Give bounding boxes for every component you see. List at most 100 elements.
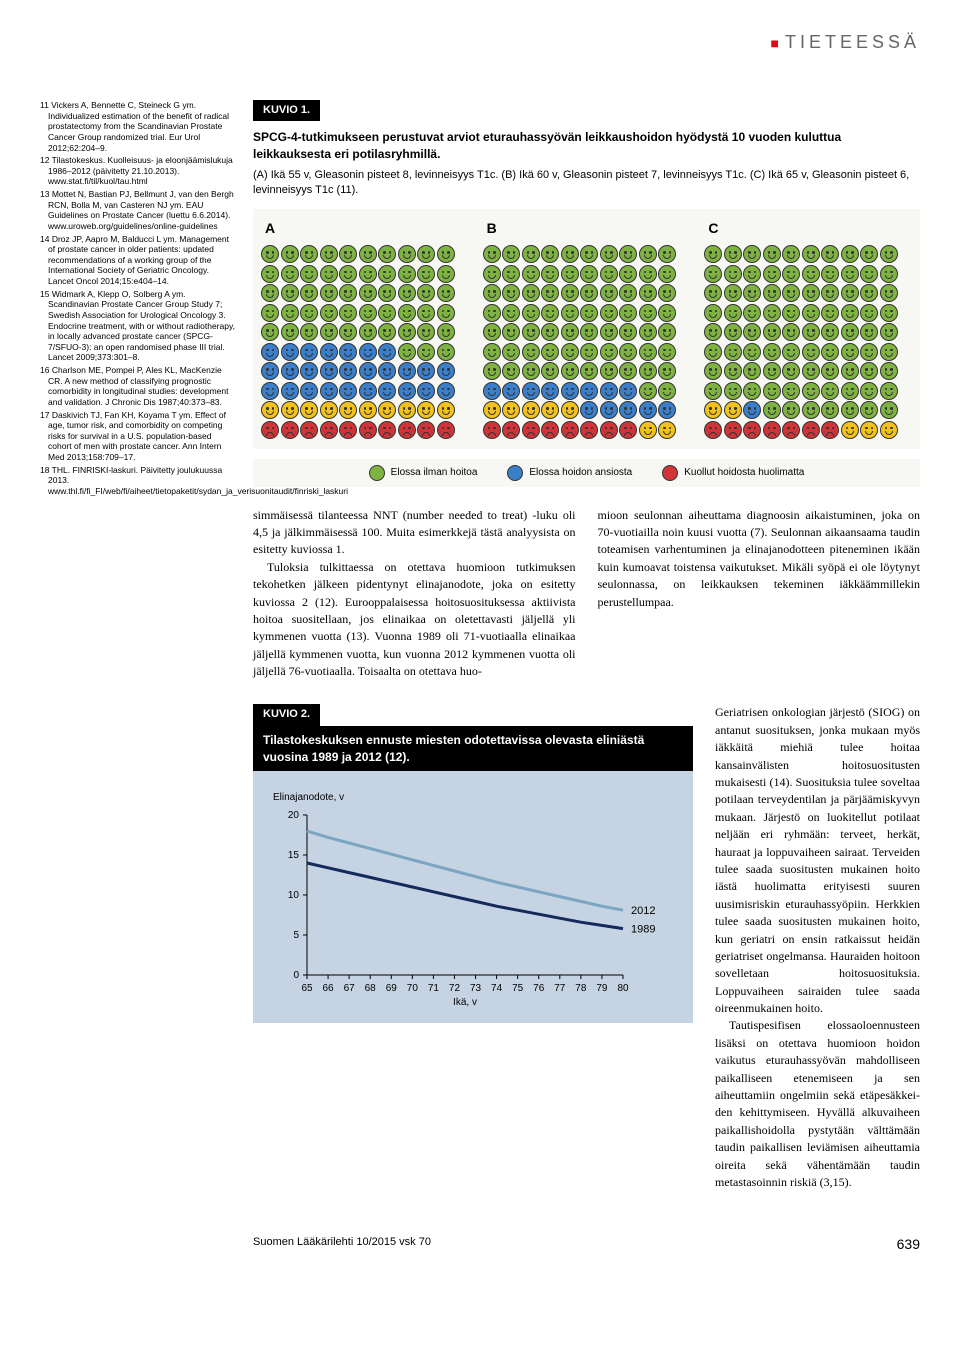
face-icon (880, 382, 898, 400)
face-icon (300, 362, 318, 380)
face-icon (300, 343, 318, 361)
face-icon (261, 421, 279, 439)
face-icon (860, 245, 878, 263)
face-icon (320, 382, 338, 400)
face-icon (639, 265, 657, 283)
face-row (483, 343, 691, 361)
face-icon (502, 323, 520, 341)
face-icon (880, 401, 898, 419)
face-icon (339, 382, 357, 400)
face-icon (743, 265, 761, 283)
face-icon (619, 284, 637, 302)
face-icon (802, 343, 820, 361)
face-icon (417, 245, 435, 263)
face-icon (658, 362, 676, 380)
face-icon (658, 284, 676, 302)
face-icon (782, 284, 800, 302)
face-icon (802, 362, 820, 380)
face-icon (483, 343, 501, 361)
xtick-label: 72 (449, 983, 461, 994)
series-label: 2012 (631, 906, 655, 918)
face-icon (261, 343, 279, 361)
series-label: 1989 (631, 924, 655, 936)
face-icon (600, 362, 618, 380)
face-icon (417, 323, 435, 341)
face-icon (359, 284, 377, 302)
face-icon (704, 304, 722, 322)
face-icon (860, 323, 878, 341)
face-icon (860, 265, 878, 283)
face-icon (658, 245, 676, 263)
panel-label: C (704, 219, 912, 239)
face-icon (300, 401, 318, 419)
xtick-label: 65 (301, 983, 313, 994)
face-icon (541, 421, 559, 439)
face-icon (398, 323, 416, 341)
face-icon (483, 382, 501, 400)
face-icon (281, 362, 299, 380)
face-icon (639, 421, 657, 439)
face-icon (619, 265, 637, 283)
kuvio1-legend: Elossa ilman hoitoaElossa hoidon ansiost… (253, 459, 920, 487)
kuvio1-caption: (A) Ikä 55 v, Gleasonin pisteet 8, levin… (253, 168, 920, 198)
face-icon (502, 362, 520, 380)
legend-item: Elossa ilman hoitoa (369, 465, 478, 481)
face-row (261, 382, 469, 400)
face-icon (359, 265, 377, 283)
face-icon (339, 401, 357, 419)
page-number: 639 (897, 1235, 920, 1255)
face-icon (561, 284, 579, 302)
legend-face-icon (662, 465, 678, 481)
reference-item: 11 Vickers A, Bennette C, Steineck G ym.… (40, 100, 235, 153)
body-paragraph: mioon seulonnan aiheuttama diagnoosin ai… (598, 507, 921, 611)
face-icon (483, 284, 501, 302)
face-icon (821, 343, 839, 361)
reference-item: 17 Daskivich TJ, Fan KH, Koyama T ym. Ef… (40, 410, 235, 463)
face-icon (821, 382, 839, 400)
face-icon (782, 362, 800, 380)
reference-item: 12 Tilastokeskus. Kuolleisuus- ja eloonj… (40, 155, 235, 187)
face-icon (522, 284, 540, 302)
face-icon (320, 401, 338, 419)
face-icon (561, 265, 579, 283)
face-row (483, 421, 691, 439)
xtick-label: 74 (491, 983, 503, 994)
page: TIETEESSÄ 11 Vickers A, Bennette C, Stei… (0, 0, 960, 1275)
face-icon (378, 265, 396, 283)
face-icon (802, 245, 820, 263)
face-row (483, 362, 691, 380)
face-icon (541, 382, 559, 400)
face-icon (320, 362, 338, 380)
face-icon (398, 245, 416, 263)
face-row (261, 323, 469, 341)
body-text-left: simmäisessä tilanteessa NNT (number need… (253, 507, 576, 681)
face-icon (763, 265, 781, 283)
face-icon (281, 343, 299, 361)
face-icon (658, 382, 676, 400)
face-icon (339, 245, 357, 263)
xtick-label: 67 (344, 983, 356, 994)
face-icon (281, 245, 299, 263)
face-icon (600, 304, 618, 322)
face-icon (339, 421, 357, 439)
panel-label: A (261, 219, 469, 239)
face-icon (743, 401, 761, 419)
kuvio1-box: KUVIO 1. SPCG-4-tutkimukseen perustuvat … (253, 100, 920, 487)
content-row: 11 Vickers A, Bennette C, Steineck G ym.… (40, 100, 920, 1255)
face-icon (437, 362, 455, 380)
face-icon (580, 343, 598, 361)
face-icon (860, 421, 878, 439)
face-icon (802, 265, 820, 283)
face-row (704, 323, 912, 341)
face-row (261, 362, 469, 380)
face-icon (841, 421, 859, 439)
face-icon (339, 343, 357, 361)
face-row (483, 284, 691, 302)
face-icon (880, 304, 898, 322)
face-icon (437, 343, 455, 361)
face-icon (281, 304, 299, 322)
face-icon (359, 323, 377, 341)
face-icon (378, 343, 396, 361)
face-icon (704, 245, 722, 263)
face-icon (619, 382, 637, 400)
